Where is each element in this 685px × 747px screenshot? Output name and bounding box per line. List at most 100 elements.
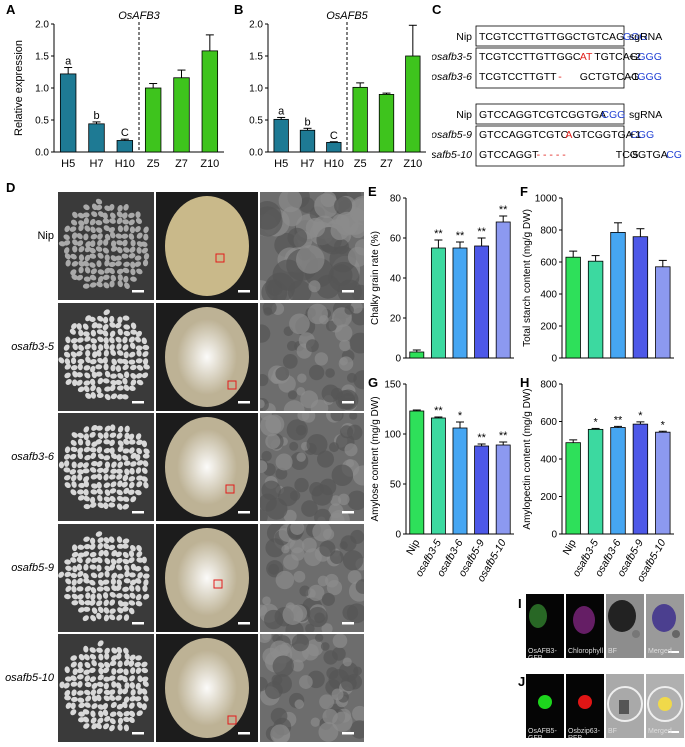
micrograph-caption: OsAFB5-GFP <box>528 728 557 738</box>
granule <box>325 320 337 331</box>
y-tick-label: 100 <box>384 430 401 441</box>
grain <box>76 379 83 386</box>
grain <box>84 254 91 262</box>
micrograph-cell: OsAFB5-GFP <box>526 674 564 738</box>
grain <box>89 447 97 453</box>
grain <box>129 675 136 682</box>
grain <box>89 431 96 438</box>
grain <box>78 220 85 226</box>
grain <box>78 344 85 351</box>
grain <box>97 606 104 613</box>
grain <box>84 689 91 696</box>
grain <box>109 231 116 239</box>
bar <box>116 140 134 153</box>
grain <box>123 275 129 283</box>
grain <box>128 385 136 391</box>
grain <box>77 551 85 558</box>
granule <box>272 634 281 643</box>
grain <box>110 392 118 399</box>
scale-bar <box>238 290 250 293</box>
grain <box>143 448 150 455</box>
grain <box>128 476 136 482</box>
grain <box>83 426 90 433</box>
micrograph-grid: OsAFB3-GFP Chlorophyll BF Merged OsAFB5-GFP O… <box>526 594 684 744</box>
grain <box>64 571 72 577</box>
x-tick-label: Z7 <box>175 158 188 170</box>
grain <box>84 681 92 688</box>
granule <box>275 467 288 480</box>
grain <box>82 572 89 579</box>
micrograph-caption: OsAFB3-GFP <box>528 648 557 658</box>
y-tick-label: 0.5 <box>35 116 49 127</box>
grain <box>110 701 117 709</box>
y-tick-label: 400 <box>540 455 557 466</box>
grain <box>136 550 143 557</box>
grain <box>103 455 111 461</box>
grain <box>109 694 116 701</box>
granule <box>329 442 340 453</box>
grain <box>97 275 104 283</box>
y-tick-label: 800 <box>540 226 557 237</box>
grain <box>102 709 109 717</box>
panel-letter-b: B <box>234 2 244 17</box>
grain <box>135 600 143 606</box>
bar <box>378 94 395 153</box>
grain <box>122 605 129 612</box>
grain <box>122 474 129 482</box>
significance-label: ** <box>614 414 623 426</box>
grain <box>64 247 70 254</box>
grain <box>117 573 124 579</box>
grain <box>115 695 122 701</box>
granule <box>268 563 279 575</box>
grain <box>78 482 86 489</box>
grain <box>110 274 117 282</box>
granule <box>265 272 296 300</box>
grain <box>71 481 77 488</box>
grain <box>123 613 130 621</box>
grain <box>116 217 123 225</box>
grain <box>109 488 117 494</box>
grain <box>134 226 141 233</box>
grain <box>123 224 129 232</box>
granule <box>275 366 290 381</box>
grain <box>116 342 122 350</box>
granule <box>319 540 336 557</box>
grain <box>135 218 143 224</box>
grain <box>108 535 115 543</box>
sequence-name: Nip <box>456 31 472 43</box>
grain <box>116 711 123 718</box>
y-axis-label: Amylopectin content (mg/g DW) <box>522 388 533 529</box>
grain <box>130 544 136 551</box>
grain <box>97 571 104 578</box>
grain <box>104 205 111 212</box>
region-box <box>215 253 225 263</box>
sequence-suffix: +2 <box>629 51 641 63</box>
grain <box>95 371 103 377</box>
grain <box>98 579 104 586</box>
y-axis-label: Relative expression <box>13 40 25 136</box>
grain <box>123 438 130 445</box>
grain <box>96 425 103 431</box>
grain <box>122 496 130 502</box>
grain <box>77 447 84 454</box>
grain <box>84 266 91 274</box>
grain <box>96 328 104 334</box>
grain <box>121 233 129 239</box>
grain <box>121 253 129 259</box>
grain <box>83 233 89 241</box>
grain <box>116 268 124 275</box>
grain-row-label: osafb3-6 <box>11 451 54 463</box>
grain <box>77 336 84 343</box>
granule <box>344 304 354 315</box>
grain-cross-section-photo <box>156 523 258 632</box>
grain <box>110 558 117 565</box>
grain <box>83 446 91 453</box>
grain <box>116 564 123 570</box>
grain <box>117 425 124 433</box>
granule <box>283 553 299 570</box>
nucleus-gfp <box>538 695 552 709</box>
grain <box>64 253 71 260</box>
grain <box>143 565 150 572</box>
grain <box>63 240 71 246</box>
grain <box>122 503 130 510</box>
